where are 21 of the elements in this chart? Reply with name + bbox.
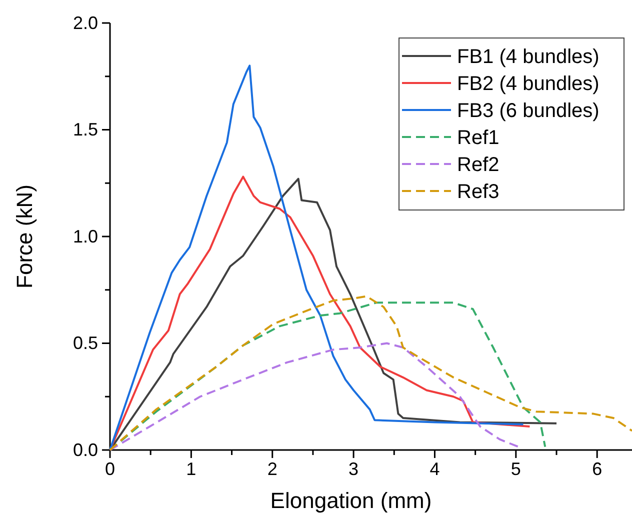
y-tick-label: 1.0 xyxy=(72,226,98,246)
x-tick-label: 6 xyxy=(592,459,602,480)
y-tick-label: 0.0 xyxy=(72,440,98,460)
legend-label: Ref3 xyxy=(457,181,500,203)
x-tick-label: 3 xyxy=(348,459,359,480)
x-tick-label: 1 xyxy=(186,459,196,480)
x-axis-title: Elongation (mm) xyxy=(270,488,432,513)
legend-label: Ref1 xyxy=(457,127,500,149)
x-tick-label: 0 xyxy=(104,459,116,480)
line-series xyxy=(109,342,520,451)
y-axis-title: Force (kN) xyxy=(12,184,37,288)
y-tick-label: 2.0 xyxy=(72,12,98,33)
legend-label: FB2 (4 bundles) xyxy=(457,73,600,95)
legend-label: Ref2 xyxy=(457,154,500,176)
y-tick-label: 1.5 xyxy=(72,120,98,140)
x-tick-label: 4 xyxy=(430,459,440,480)
legend-label: FB1 (4 bundles) xyxy=(457,46,600,68)
y-tick-label: 0.5 xyxy=(72,333,98,354)
x-tick-label: 5 xyxy=(510,459,521,480)
legend-label: FB3 (6 bundles) xyxy=(457,100,600,122)
x-tick-label: 2 xyxy=(267,459,278,480)
